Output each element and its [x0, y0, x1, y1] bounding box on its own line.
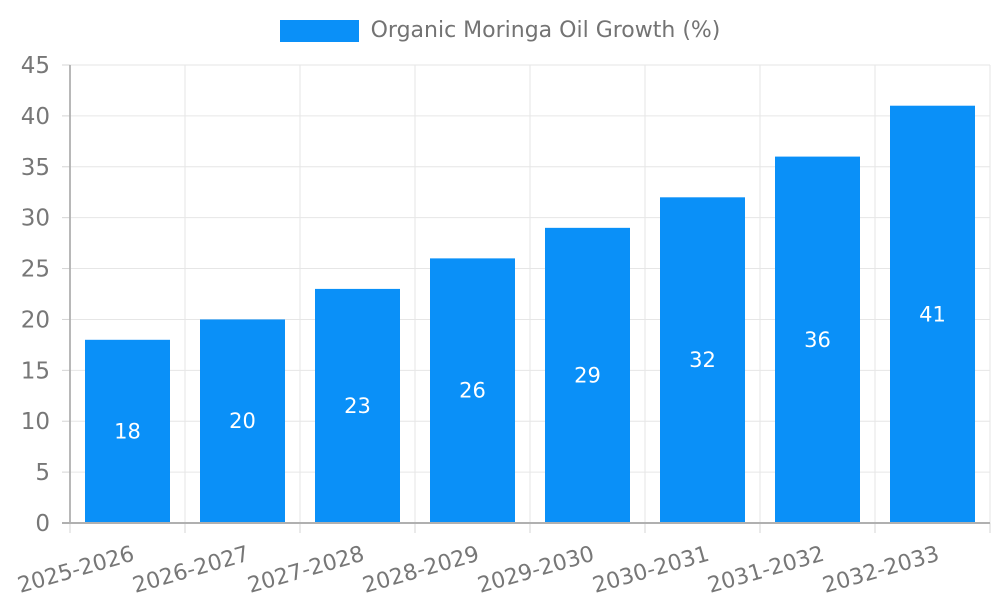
x-tick-label: 2031-2032	[705, 542, 827, 599]
y-tick-label: 25	[21, 257, 50, 283]
bar-value-label: 26	[459, 379, 486, 403]
y-tick-label: 5	[35, 460, 50, 486]
x-tick-label: 2032-2033	[820, 542, 942, 599]
bar[interactable]	[545, 227, 630, 523]
bar[interactable]	[775, 156, 860, 523]
bar[interactable]	[430, 258, 515, 523]
y-tick-label: 30	[21, 206, 50, 232]
bar[interactable]	[660, 197, 745, 524]
x-tick-label: 2027-2028	[245, 542, 367, 599]
bar-value-label: 36	[804, 328, 831, 352]
legend[interactable]: Organic Moringa Oil Growth (%)	[0, 18, 1000, 44]
bar[interactable]	[85, 339, 170, 523]
bar[interactable]	[315, 288, 400, 523]
bar-value-label: 41	[919, 302, 946, 326]
y-tick-label: 35	[21, 155, 50, 181]
bar-value-label: 20	[229, 409, 256, 433]
bar[interactable]	[890, 105, 975, 523]
y-tick-label: 10	[21, 409, 50, 435]
bar-value-label: 18	[114, 419, 141, 443]
bar[interactable]	[200, 319, 285, 523]
legend-label: Organic Moringa Oil Growth (%)	[370, 18, 721, 43]
y-tick-label: 20	[21, 307, 50, 333]
x-tick-label: 2030-2031	[590, 542, 712, 599]
y-tick-label: 40	[21, 104, 50, 130]
bar-value-label: 23	[344, 394, 371, 418]
bar-value-label: 29	[574, 363, 601, 387]
x-tick-label: 2029-2030	[475, 542, 597, 599]
x-tick-label: 2028-2029	[360, 542, 482, 599]
x-tick-label: 2025-2026	[15, 542, 137, 599]
y-tick-label: 15	[21, 358, 50, 384]
bar-value-label: 32	[689, 348, 716, 372]
x-tick-label: 2026-2027	[130, 542, 252, 599]
y-tick-label: 0	[35, 511, 50, 537]
y-tick-label: 45	[21, 53, 50, 79]
legend-swatch	[279, 20, 359, 42]
